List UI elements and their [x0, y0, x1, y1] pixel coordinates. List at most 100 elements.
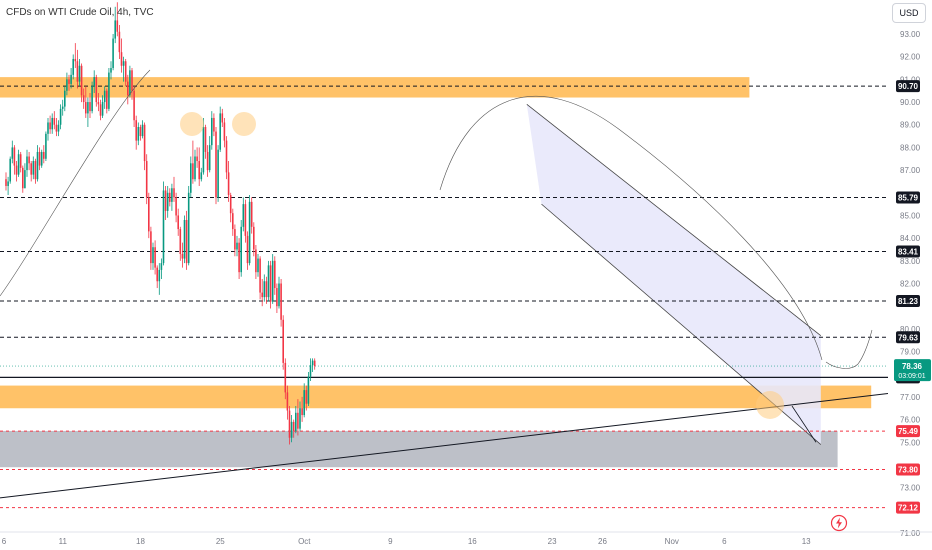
channel-fill	[526, 104, 821, 445]
time-tick-label: 26	[598, 537, 607, 546]
lightning-icon[interactable]	[830, 514, 848, 532]
candle-body	[288, 410, 291, 438]
price-tick-label: 73.00	[900, 484, 921, 493]
candle-body	[257, 258, 259, 273]
candle-body	[114, 20, 116, 39]
candle-body	[190, 163, 192, 193]
candle-body	[66, 79, 68, 91]
candle-body	[290, 421, 293, 438]
candle-body	[127, 81, 129, 96]
candle-body	[286, 392, 289, 411]
candle-body	[255, 249, 257, 273]
candle-body	[118, 31, 121, 53]
level-label: 81.23	[898, 297, 919, 306]
candle-body	[196, 156, 198, 162]
level-label: 75.49	[898, 427, 919, 436]
candle-body	[169, 192, 171, 202]
candle-body	[19, 154, 22, 168]
candle-body	[145, 161, 148, 198]
candle-body	[13, 147, 16, 166]
candle-body	[131, 70, 133, 91]
candle-body	[70, 74, 72, 84]
candle-body	[26, 156, 28, 171]
candle-body	[183, 220, 186, 259]
candle-body	[297, 412, 299, 429]
candle-body	[179, 229, 182, 255]
candle-body	[5, 179, 7, 186]
wedge-line	[791, 405, 817, 443]
candle-body	[284, 362, 287, 393]
candle-body	[234, 229, 236, 250]
time-tick-label: 9	[388, 537, 393, 546]
candle-body	[244, 204, 247, 236]
candle-body	[93, 77, 95, 87]
candle-body	[242, 204, 245, 227]
level-label-bg	[896, 501, 920, 514]
candle-body	[74, 58, 77, 62]
candle-body	[137, 127, 140, 141]
candle-body	[148, 197, 150, 232]
price-tick-label: 93.00	[900, 30, 921, 39]
candle-body	[36, 151, 39, 180]
candle-body	[238, 242, 240, 273]
candle-body	[177, 215, 179, 230]
level-label: 79.63	[898, 333, 919, 342]
candle-body	[217, 149, 219, 198]
candle-body	[76, 61, 79, 82]
price-tick-label: 88.00	[900, 143, 921, 152]
time-tick-label: 11	[59, 537, 68, 546]
candle-body	[22, 167, 24, 189]
trendline	[0, 393, 889, 499]
time-tick-label: 23	[548, 537, 557, 546]
level-label-bg	[896, 463, 920, 476]
time-tick-label: 16	[468, 537, 477, 546]
highlight-circle	[232, 112, 256, 136]
candle-body	[198, 161, 200, 180]
resistance-zone	[0, 77, 750, 98]
candle-body	[295, 412, 297, 431]
level-label: 83.41	[898, 248, 919, 257]
last-price-label: 78.36	[902, 362, 923, 371]
candle-body	[133, 90, 135, 121]
candle-body	[299, 408, 301, 429]
candle-body	[192, 163, 194, 180]
time-tick-label: Oct	[298, 537, 311, 546]
candle-body	[72, 58, 74, 75]
candle-body	[40, 151, 43, 166]
candle-body	[59, 108, 62, 125]
candle-body	[311, 360, 314, 366]
candle-body	[269, 265, 272, 302]
candle-body	[15, 165, 18, 175]
price-tick-label: 84.00	[900, 234, 921, 243]
candle-body	[160, 263, 163, 270]
candle-body	[232, 213, 234, 230]
candle-body	[206, 151, 209, 171]
candle-body	[122, 61, 125, 66]
candle-body	[101, 102, 104, 116]
candle-body	[51, 117, 53, 130]
countdown-label: 03:09:01	[898, 373, 925, 380]
candle-body	[305, 390, 308, 404]
candle-body	[116, 20, 119, 32]
candle-body	[219, 113, 221, 150]
candle-body	[152, 247, 154, 264]
candle-body	[227, 172, 230, 196]
candle-body	[263, 281, 266, 298]
candle-body	[301, 408, 303, 416]
candle-body	[32, 161, 35, 175]
price-tick-label: 87.00	[900, 166, 921, 175]
price-tick-label: 79.00	[900, 348, 921, 357]
currency-button[interactable]: USD	[892, 3, 926, 23]
price-tick-label: 92.00	[900, 53, 921, 62]
candle-body	[307, 376, 310, 404]
candle-body	[229, 195, 232, 214]
candle-body	[225, 140, 228, 173]
candle-body	[68, 79, 70, 84]
candle-body	[181, 254, 184, 259]
time-tick-label: 13	[802, 537, 811, 546]
highlight-circle	[756, 391, 784, 419]
last-price-bg	[894, 359, 931, 382]
candle-body	[47, 122, 49, 134]
